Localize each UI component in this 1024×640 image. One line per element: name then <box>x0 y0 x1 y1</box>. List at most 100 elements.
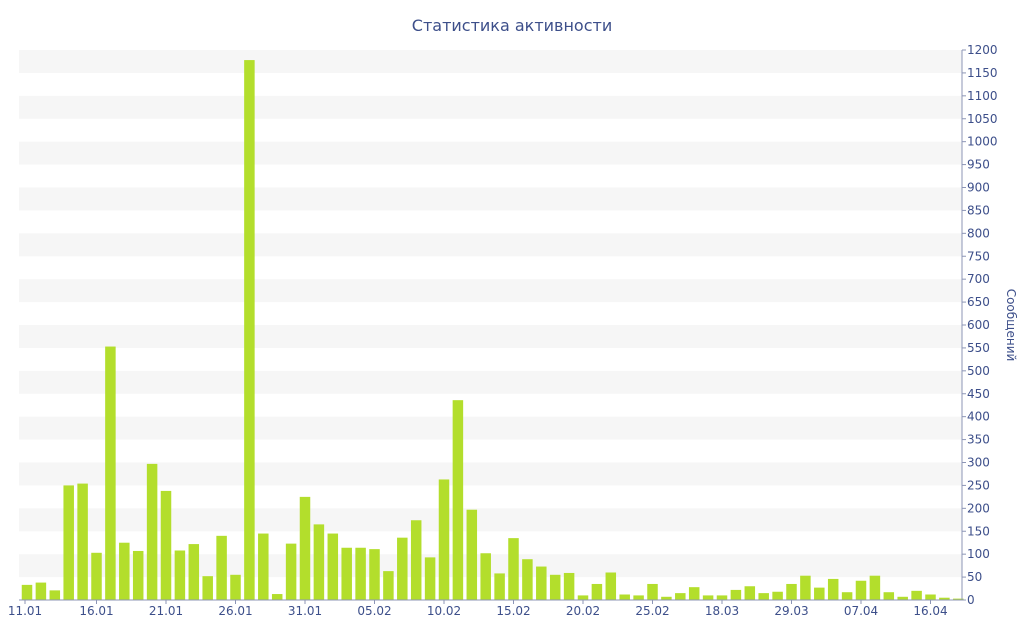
bar <box>619 594 630 600</box>
bar <box>230 574 241 600</box>
bar <box>494 573 505 600</box>
y-tick-label: 500 <box>967 364 990 378</box>
bar <box>466 509 478 600</box>
y-tick-label: 300 <box>967 456 990 470</box>
x-axis-ticks: 11.01 16.01 21.01 26.01 31.01 05.02 10.02 15.02… <box>8 600 948 618</box>
y-tick-label: 400 <box>967 410 990 424</box>
grid-band <box>19 95 962 119</box>
y-tick-label: 1050 <box>967 112 998 126</box>
bar <box>244 60 255 601</box>
grid-band <box>19 141 962 165</box>
bar <box>591 583 603 600</box>
bar <box>744 586 756 600</box>
x-tick-label: 29.03 <box>774 604 808 618</box>
bar <box>355 547 366 600</box>
bar <box>35 582 47 600</box>
bar <box>77 483 88 600</box>
bar <box>397 537 408 600</box>
bar <box>647 583 658 600</box>
y-tick-label: 0 <box>967 593 975 607</box>
grid-band <box>19 187 962 211</box>
grid-band <box>19 462 962 486</box>
bar <box>883 592 895 600</box>
bar <box>369 549 380 600</box>
y-tick-label: 1000 <box>967 135 998 149</box>
bar <box>508 538 519 600</box>
y-tick-label: 700 <box>967 272 990 286</box>
bar <box>716 595 728 600</box>
bar <box>549 574 561 600</box>
bar <box>786 583 797 600</box>
y-tick-label: 950 <box>967 158 990 172</box>
bar <box>341 547 352 600</box>
bars <box>21 60 964 601</box>
bar <box>480 553 491 600</box>
grid-bands <box>19 50 962 578</box>
x-tick-label: 18.03 <box>705 604 739 618</box>
bar <box>800 575 811 600</box>
x-tick-label: 25.02 <box>635 604 669 618</box>
y-tick-label: 200 <box>967 501 990 515</box>
y-tick-label: 100 <box>967 547 990 561</box>
bar <box>299 496 311 600</box>
bar <box>119 542 130 600</box>
bar <box>911 590 922 600</box>
bar <box>63 485 74 600</box>
x-tick-label: 16.04 <box>913 604 947 618</box>
y-tick-label: 850 <box>967 203 990 217</box>
y-tick-label: 150 <box>967 524 990 538</box>
bar <box>438 479 450 600</box>
bar <box>772 591 783 600</box>
y-tick-label: 900 <box>967 181 990 195</box>
bar <box>897 596 908 600</box>
bar <box>271 594 283 600</box>
bar <box>675 593 686 600</box>
bar <box>702 595 714 600</box>
y-tick-label: 1150 <box>967 66 998 80</box>
x-tick-label: 05.02 <box>357 604 391 618</box>
y-tick-label: 600 <box>967 318 990 332</box>
bar <box>202 576 213 600</box>
bar <box>939 597 950 600</box>
bar <box>925 594 936 600</box>
y-tick-label: 800 <box>967 226 990 240</box>
bar <box>188 544 200 600</box>
bar <box>216 535 227 600</box>
bar <box>855 580 867 600</box>
bar <box>522 559 533 600</box>
bar <box>661 596 672 600</box>
y-axis-label: Сообщений <box>1004 289 1018 362</box>
x-tick-label: 31.01 <box>288 604 322 618</box>
bar <box>132 550 144 600</box>
bar <box>285 543 297 600</box>
bar <box>91 552 102 600</box>
bar <box>869 575 881 600</box>
x-tick-label: 16.01 <box>79 604 113 618</box>
bar <box>49 590 61 600</box>
bar <box>688 587 700 600</box>
grid-band <box>19 508 962 532</box>
bar <box>105 346 116 600</box>
bar <box>814 587 825 600</box>
x-tick-label: 10.02 <box>427 604 461 618</box>
bar <box>146 463 158 600</box>
x-tick-label: 21.01 <box>149 604 183 618</box>
chart-title: Статистика активности <box>412 16 612 35</box>
grid-band <box>19 325 962 348</box>
bar <box>953 598 964 600</box>
x-tick-label: 20.02 <box>566 604 600 618</box>
grid-band <box>19 416 962 440</box>
bar <box>633 595 644 600</box>
y-tick-label: 650 <box>967 295 990 309</box>
y-tick-label: 1100 <box>967 89 998 103</box>
bar <box>730 589 742 600</box>
y-tick-label: 550 <box>967 341 990 355</box>
bar <box>424 557 436 600</box>
bar <box>605 572 617 600</box>
x-tick-label: 07.04 <box>844 604 878 618</box>
y-axis-ticks: 0 50 100 150 200 250 300 350 400 450 500 550 600 650 7… <box>962 43 998 607</box>
bar <box>841 592 853 600</box>
bar <box>313 524 325 600</box>
x-tick-label: 11.01 <box>8 604 42 618</box>
